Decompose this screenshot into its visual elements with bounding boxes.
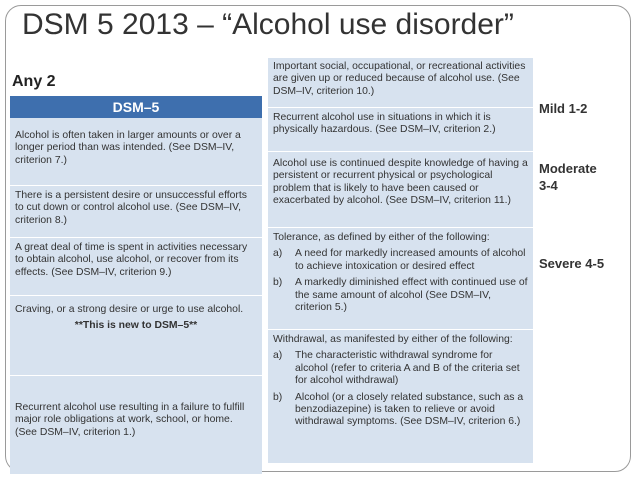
any-two-label: Any 2 bbox=[12, 73, 56, 90]
tolerance-intro: Tolerance, as defined by either of the f… bbox=[273, 232, 490, 243]
criterion-text: Alcohol is often taken in larger amounts… bbox=[15, 130, 241, 166]
criterion-cell: A great deal of time is spent in activit… bbox=[10, 238, 262, 296]
item-label: a) bbox=[273, 248, 283, 260]
criterion-cell: Alcohol is often taken in larger amounts… bbox=[10, 118, 262, 186]
withdrawal-item-a: a) The characteristic withdrawal syndrom… bbox=[273, 350, 528, 387]
item-text: A need for markedly increased amounts of… bbox=[295, 248, 526, 272]
severity-mild-label: Mild 1-2 bbox=[539, 101, 588, 116]
tolerance-cell: Tolerance, as defined by either of the f… bbox=[268, 228, 533, 330]
tolerance-item-b: b) A markedly diminished effect with con… bbox=[273, 277, 528, 314]
dsm5-criteria-left-panel: DSM–5 Alcohol is often taken in larger a… bbox=[10, 96, 262, 474]
criterion-cell: Important social, occupational, or recre… bbox=[268, 58, 533, 108]
slide-title: DSM 5 2013 – “Alcohol use disorder” bbox=[22, 8, 514, 41]
criterion-cell: Recurrent alcohol use resulting in a fai… bbox=[10, 376, 262, 474]
criterion-text: Recurrent alcohol use in situations in w… bbox=[273, 112, 496, 136]
criterion-text: Recurrent alcohol use resulting in a fai… bbox=[15, 402, 245, 438]
item-label: b) bbox=[273, 391, 283, 403]
criterion-text: A great deal of time is spent in activit… bbox=[15, 242, 248, 278]
item-label: b) bbox=[273, 277, 283, 289]
withdrawal-intro: Withdrawal, as manifested by either of t… bbox=[273, 334, 513, 345]
criterion-cell: Recurrent alcohol use in situations in w… bbox=[268, 108, 533, 152]
criterion-text: There is a persistent desire or unsucces… bbox=[15, 190, 247, 226]
severity-moderate-label: Moderate bbox=[539, 161, 597, 176]
criterion-text: Important social, occupational, or recre… bbox=[273, 61, 526, 97]
criterion-text: Craving, or a strong desire or urge to u… bbox=[15, 304, 244, 315]
severity-moderate-range: 3-4 bbox=[539, 178, 558, 193]
tolerance-item-a: a) A need for markedly increased amounts… bbox=[273, 248, 528, 273]
withdrawal-cell: Withdrawal, as manifested by either of t… bbox=[268, 330, 533, 463]
dsm5-criteria-right-panel: Important social, occupational, or recre… bbox=[268, 58, 533, 463]
criterion-cell: There is a persistent desire or unsucces… bbox=[10, 186, 262, 238]
criterion-cell: Craving, or a strong desire or urge to u… bbox=[10, 296, 262, 376]
item-text: A markedly diminished effect with contin… bbox=[295, 277, 528, 314]
slide-frame bbox=[5, 5, 631, 472]
item-label: a) bbox=[273, 350, 283, 362]
withdrawal-item-b: b) Alcohol (or a closely related substan… bbox=[273, 392, 528, 429]
item-text: Alcohol (or a closely related substance,… bbox=[295, 391, 524, 428]
new-to-dsm5-note: **This is new to DSM–5** bbox=[74, 320, 198, 332]
criterion-cell: Alcohol use is continued despite knowled… bbox=[268, 152, 533, 228]
item-text: The characteristic withdrawal syndrome f… bbox=[295, 350, 520, 387]
severity-severe-label: Severe 4-5 bbox=[539, 256, 605, 271]
dsm5-header: DSM–5 bbox=[10, 96, 262, 118]
criterion-text: Alcohol use is continued despite knowled… bbox=[273, 158, 528, 207]
